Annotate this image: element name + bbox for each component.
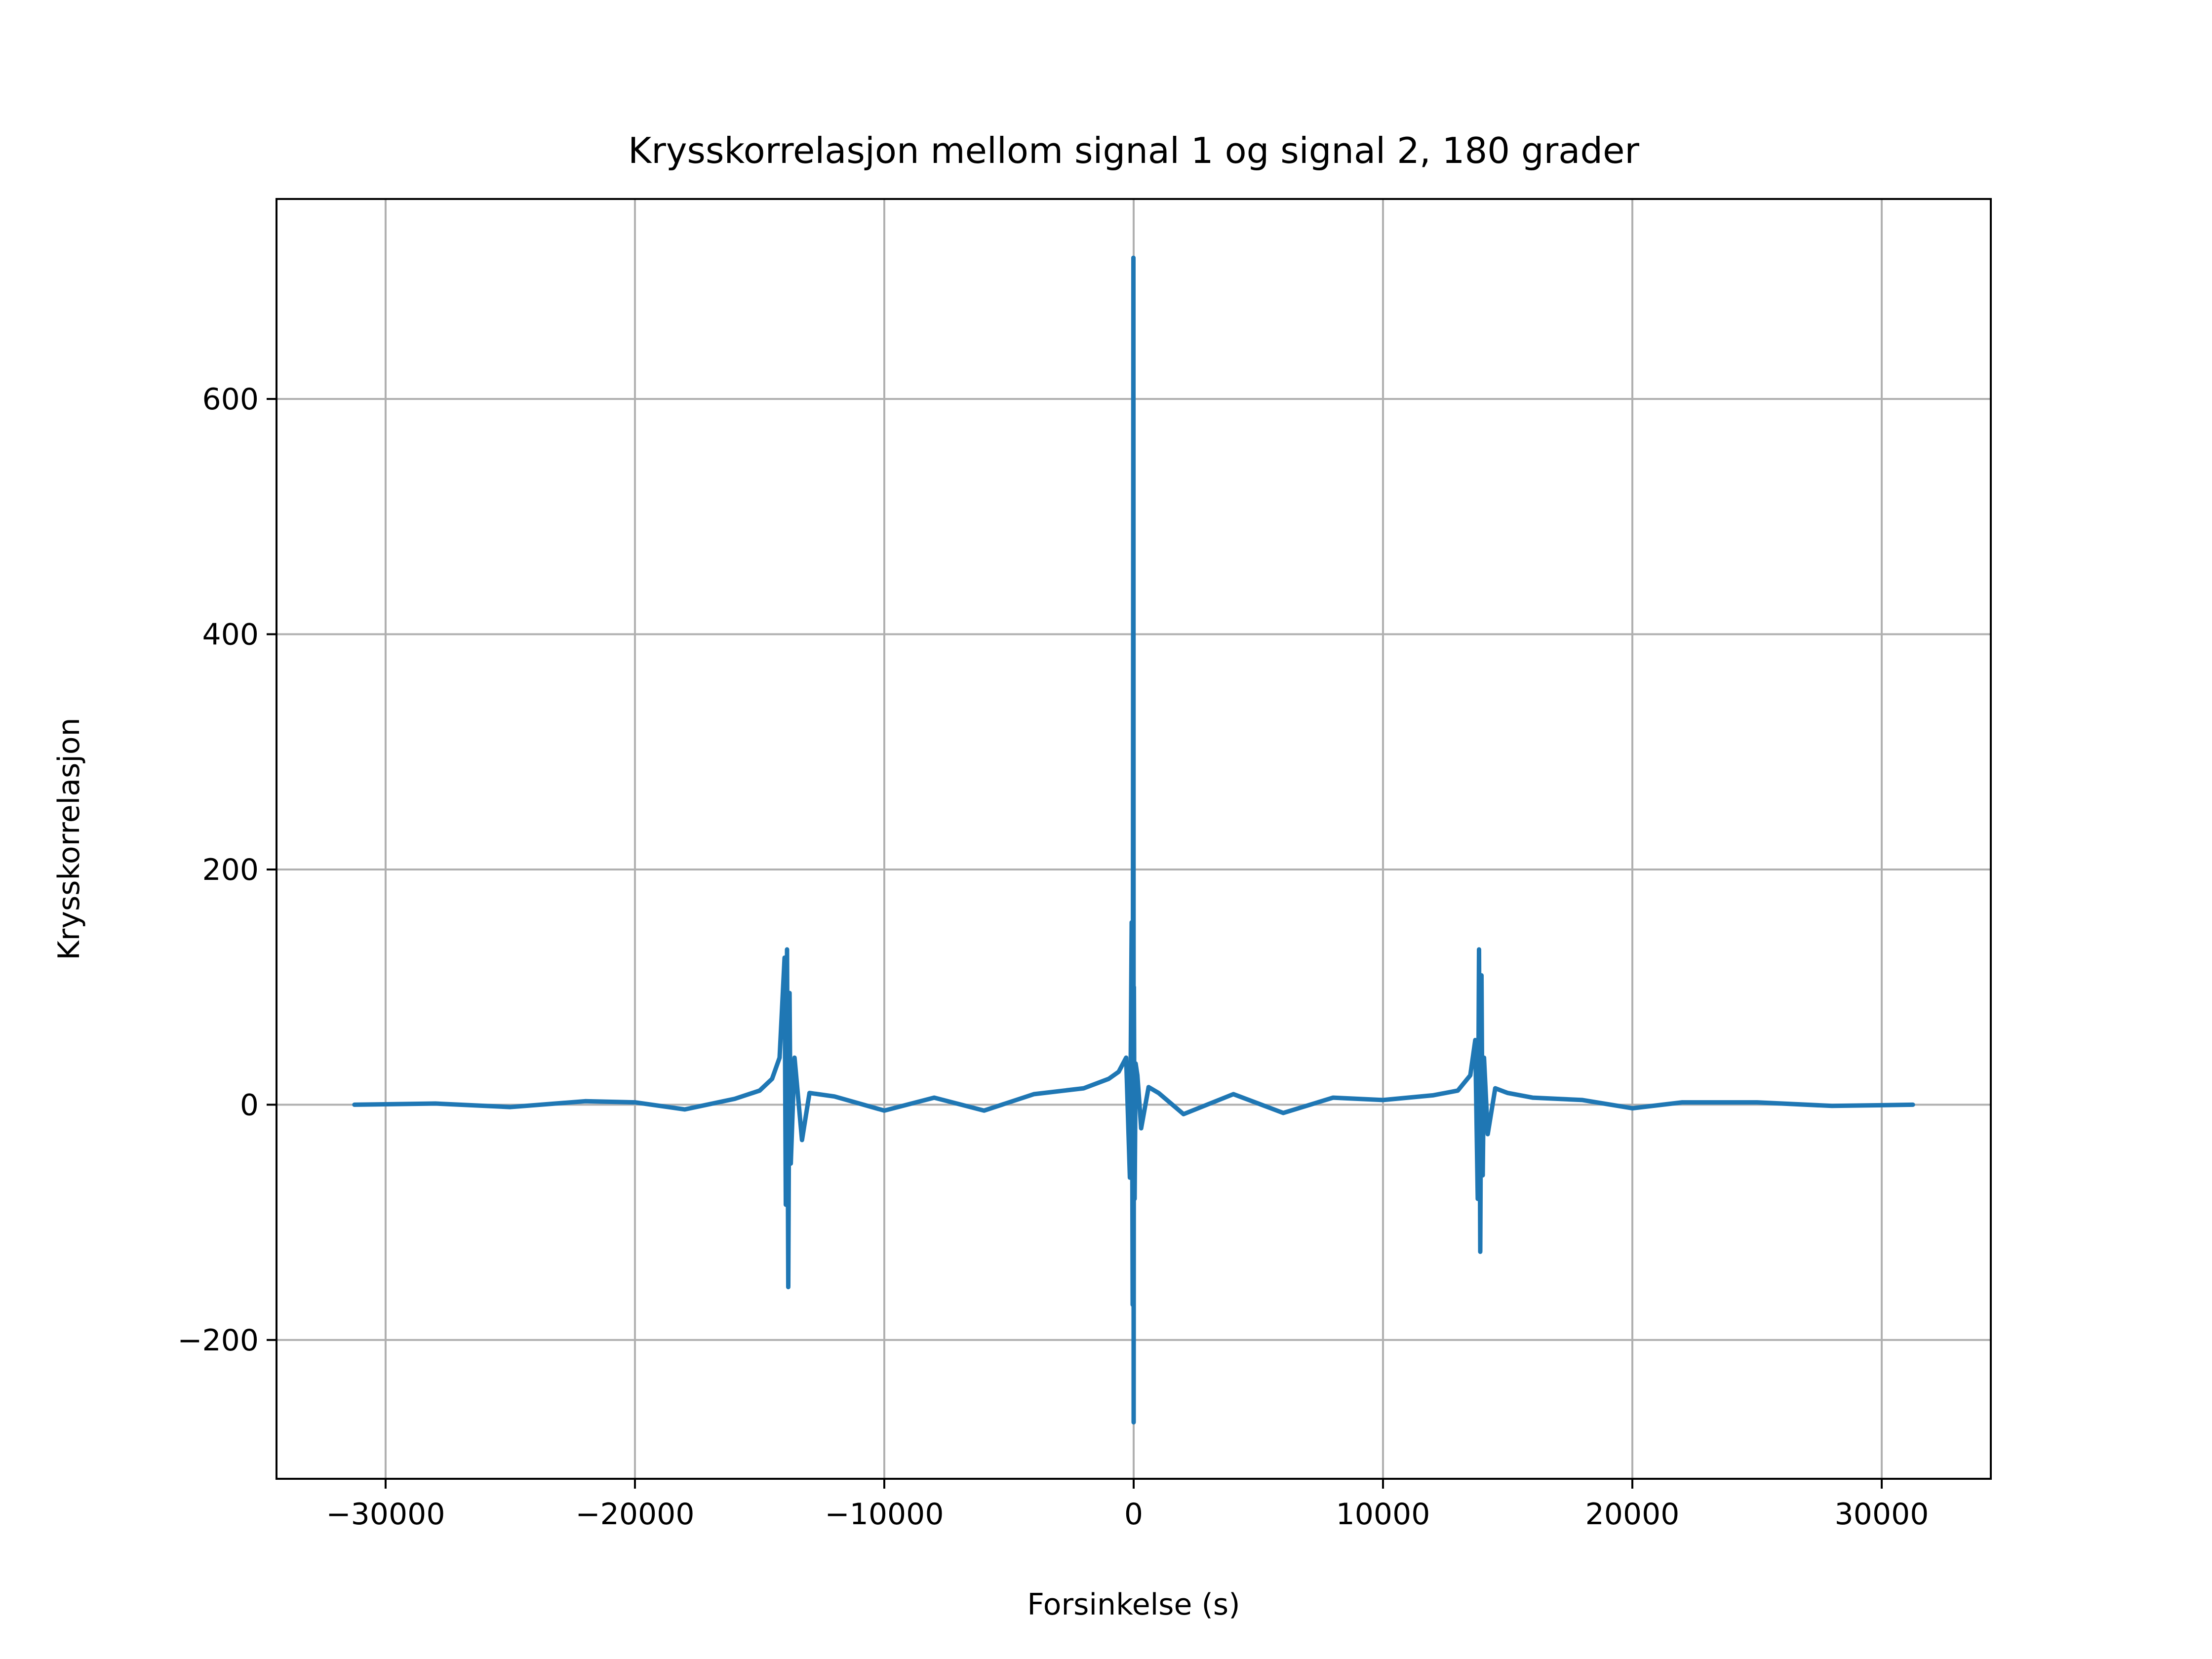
x-tick-label: 30000 bbox=[1835, 1497, 1929, 1532]
series-group bbox=[352, 255, 1915, 1425]
x-tick-label: −30000 bbox=[326, 1497, 445, 1532]
axis-ticks: −30000 −20000 −10000 0 10000 20000 30000 −200 0 2… bbox=[177, 382, 1929, 1532]
x-tick-label: −20000 bbox=[575, 1497, 694, 1532]
series-line bbox=[352, 255, 1915, 1425]
y-tick-label: 200 bbox=[202, 853, 259, 887]
x-tick-label: 20000 bbox=[1585, 1497, 1680, 1532]
chart-title: Krysskorrelasjon mellom signal 1 og sign… bbox=[628, 130, 1639, 171]
x-tick-label: −10000 bbox=[825, 1497, 944, 1532]
y-tick-label: 600 bbox=[202, 382, 259, 417]
y-axis-label: Krysskorrelasjon bbox=[52, 717, 86, 960]
x-tick-label: 10000 bbox=[1336, 1497, 1430, 1532]
y-tick-label: 400 bbox=[202, 617, 259, 652]
x-axis-label: Forsinkelse (s) bbox=[1027, 1587, 1240, 1622]
x-tick-label: 0 bbox=[1124, 1497, 1143, 1532]
y-tick-label: 0 bbox=[240, 1088, 259, 1122]
y-tick-label: −200 bbox=[177, 1323, 259, 1358]
